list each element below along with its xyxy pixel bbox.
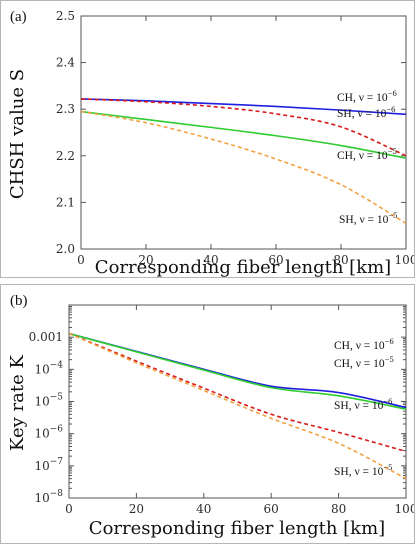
x-tick-label: 40	[196, 502, 211, 516]
panel-label: (a)	[10, 9, 27, 25]
panel-label: (b)	[10, 293, 28, 309]
chart-panel-b: 0 20 40 60 80 100 10−8 10−7 10−6 10−5 10−4 0.001 CH,…	[0, 284, 415, 544]
y-tick-label: 2.0	[56, 242, 75, 256]
curve-annotation: SH, ν = 10−5	[334, 462, 392, 478]
chart-b-svg: 0 20 40 60 80 100 10−8 10−7 10−6 10−5 10−4 0.001 CH,…	[7, 293, 414, 539]
x-tick-label: 0	[65, 502, 73, 516]
curve-annotation: CH, ν = 10−5	[337, 146, 397, 162]
x-tick-label: 60	[264, 502, 279, 516]
y-tick-label: 10−4	[34, 360, 63, 376]
x-tick-label: 80	[333, 253, 348, 267]
y-tick-label: 10−7	[34, 457, 63, 473]
series-line-1	[81, 98, 406, 157]
curve-annotation: SH, ν = 10−6	[337, 104, 395, 120]
x-axis-title: Corresponding fiber length [km]	[95, 257, 391, 277]
y-tick-label: 2.1	[56, 195, 75, 209]
x-tick-label: 20	[129, 502, 144, 516]
y-tick-label: 10−5	[34, 393, 63, 409]
curve-annotation: CH, ν = 10−5	[334, 354, 394, 370]
y-axis-title: CHSH value S	[7, 69, 28, 199]
series-line-2	[81, 110, 406, 159]
chart-panel-a: 0 20 40 60 80 100 2.0 2.1 2.2 2.3 2.4 2.5 CH, ν = 10…	[0, 0, 415, 278]
curve-annotation: SH, ν = 10−6	[334, 396, 392, 412]
curve-annotation: CH, ν = 10−6	[337, 88, 397, 104]
series-line-3	[69, 332, 406, 480]
y-tick-label: 0.001	[29, 330, 63, 344]
x-tick-label: 0	[77, 253, 85, 267]
y-tick-label: 2.2	[56, 149, 75, 163]
curve-annotation: SH, ν = 10−5	[339, 210, 397, 226]
y-tick-label: 2.5	[56, 9, 75, 23]
series-line-3	[81, 110, 406, 225]
x-tick-label: 60	[268, 253, 283, 267]
x-tick-label: 40	[203, 253, 218, 267]
y-tick-label: 2.4	[56, 56, 75, 70]
x-tick-label: 100	[395, 253, 414, 267]
x-tick-label: 20	[138, 253, 153, 267]
y-axis-title: Key rate K	[7, 355, 28, 451]
y-tick-label: 2.3	[56, 102, 75, 116]
curve-annotation: CH, ν = 10−6	[334, 336, 394, 352]
plot-frame	[80, 15, 407, 250]
x-tick-label: 80	[331, 502, 346, 516]
series-line-1	[69, 332, 406, 410]
chart-a-svg: 0 20 40 60 80 100 2.0 2.1 2.2 2.3 2.4 2.5 CH, ν = 10…	[7, 9, 414, 277]
series-line-2	[69, 332, 406, 453]
x-axis-title: Corresponding fiber length [km]	[89, 518, 385, 539]
y-tick-label: 10−6	[34, 425, 63, 441]
x-tick-label: 100	[395, 502, 414, 516]
series-line-0	[81, 98, 406, 116]
y-tick-label: 10−8	[34, 489, 63, 505]
